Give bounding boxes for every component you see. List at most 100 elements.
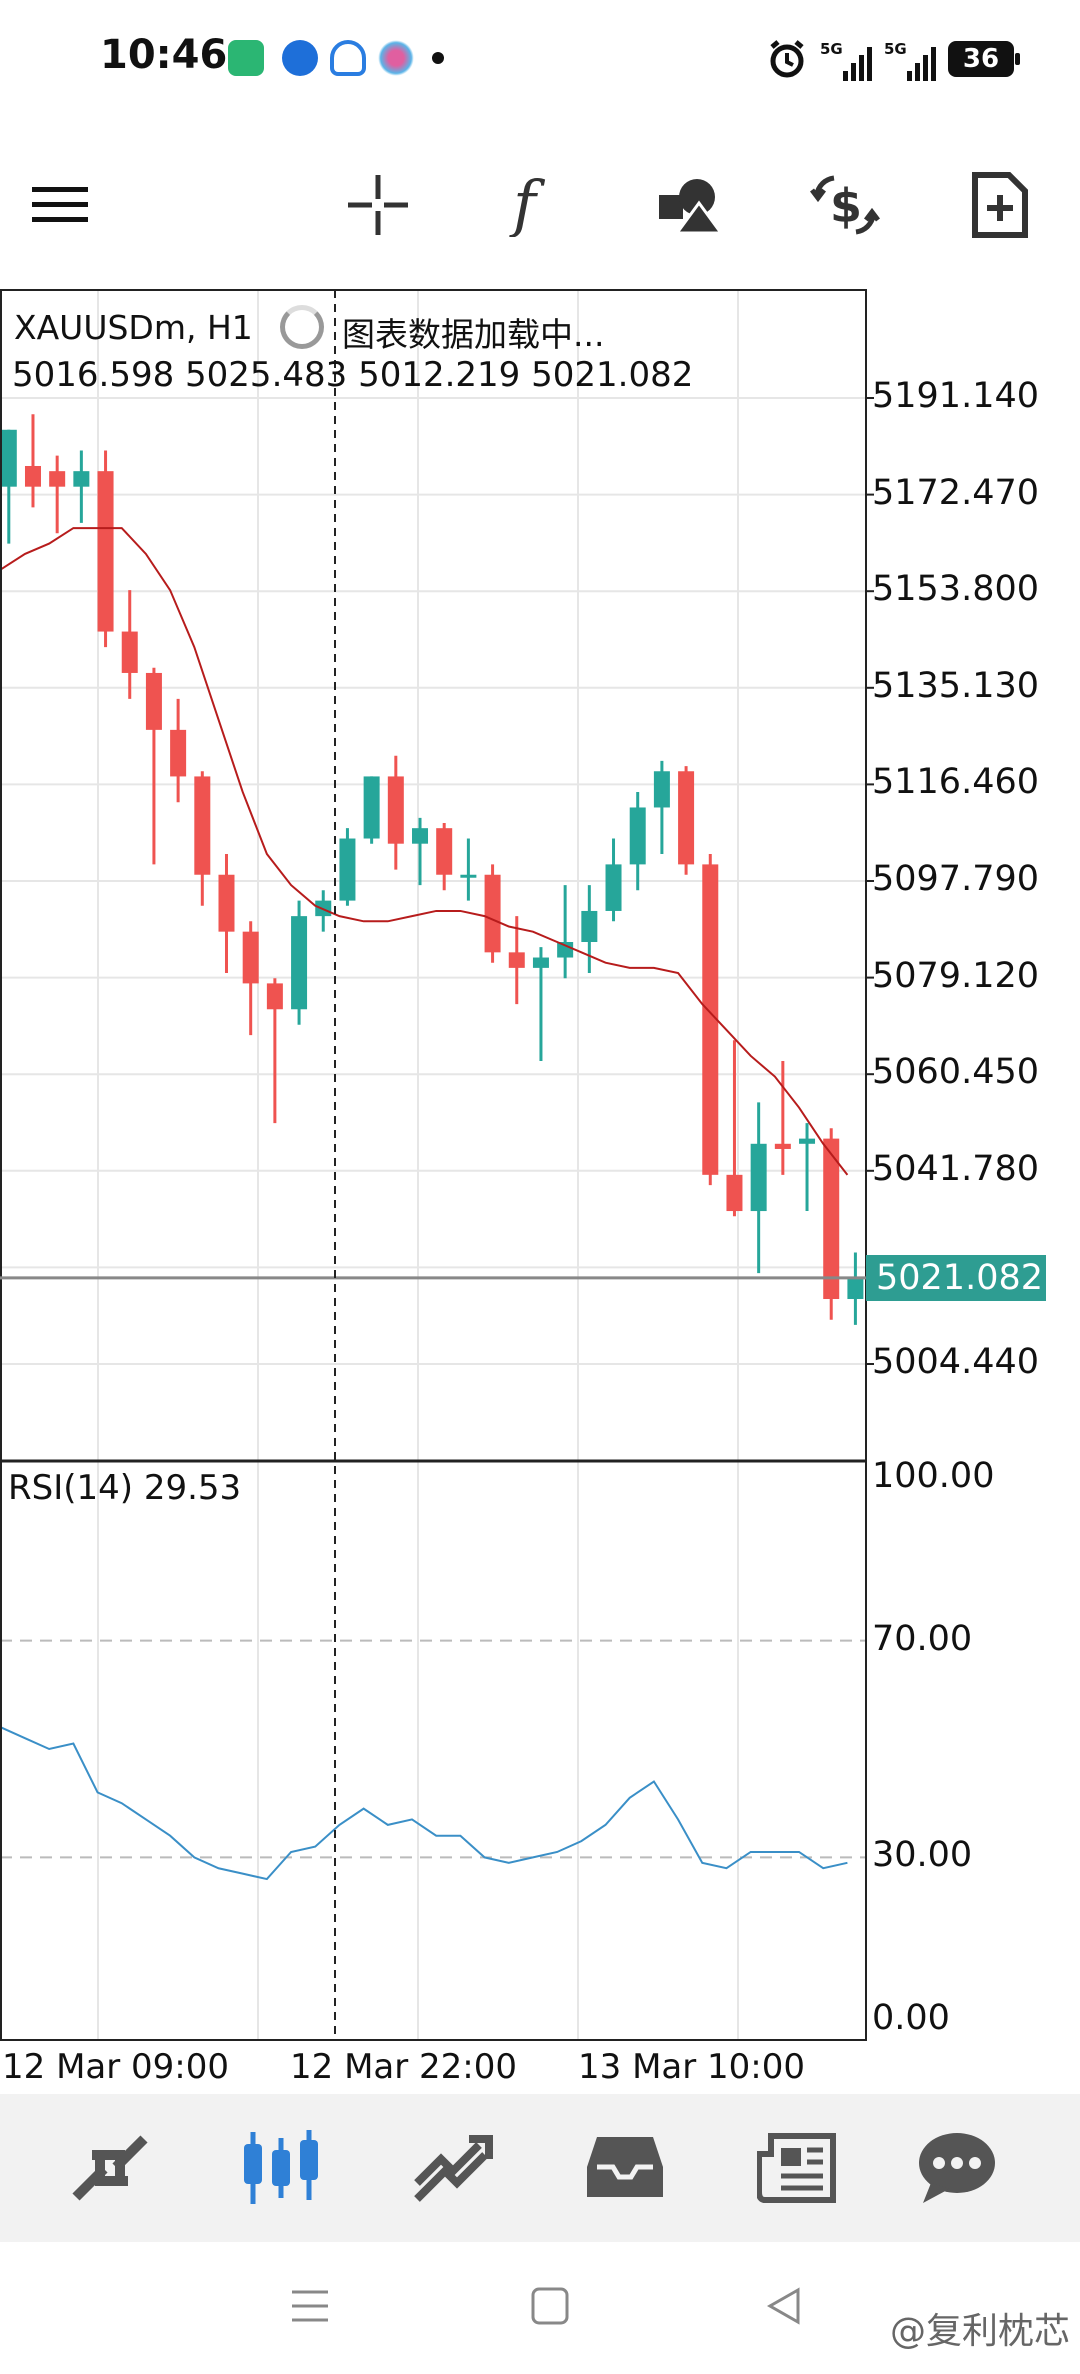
signal-icon: 5G bbox=[820, 37, 872, 81]
bull-candle bbox=[750, 1143, 767, 1212]
chart-canvas[interactable] bbox=[0, 285, 1080, 2050]
price-axis-label: 5116.460 bbox=[872, 762, 1040, 803]
bear-candle bbox=[823, 1138, 840, 1300]
bear-candle bbox=[97, 471, 114, 632]
bear-candle bbox=[726, 1174, 743, 1212]
rsi-line bbox=[0, 1726, 848, 1881]
back-button[interactable] bbox=[754, 2276, 814, 2336]
bull-candle bbox=[653, 771, 670, 808]
bull-candle bbox=[291, 916, 308, 1010]
status-right: 5G 5G 36 bbox=[766, 34, 1020, 84]
bear-candle bbox=[508, 952, 525, 968]
bear-candle bbox=[774, 1143, 791, 1149]
plot-border bbox=[0, 289, 867, 2041]
bull-candle bbox=[0, 429, 17, 487]
nav-trade[interactable] bbox=[408, 2128, 498, 2208]
app-icon-cloud bbox=[330, 40, 366, 76]
crosshair-button[interactable] bbox=[328, 150, 428, 260]
price-axis-label: 5041.780 bbox=[872, 1148, 1040, 1189]
loading-text: 图表数据加载中... bbox=[342, 315, 605, 354]
trade-button[interactable]: $ bbox=[795, 150, 895, 260]
bear-candle bbox=[218, 874, 235, 932]
ohlc-values: 5016.598 5025.483 5012.219 5021.082 bbox=[12, 355, 694, 395]
system-nav-bar: @复利枕芯 bbox=[0, 2242, 1080, 2374]
candles bbox=[0, 414, 864, 1325]
price-axis-label: 5135.130 bbox=[872, 665, 1040, 706]
menu-icon bbox=[32, 187, 88, 222]
nav-news[interactable] bbox=[752, 2128, 842, 2208]
home-button[interactable] bbox=[520, 2276, 580, 2336]
chart-symbol: XAUUSDm, H1 bbox=[14, 308, 253, 347]
bull-candle bbox=[557, 942, 574, 958]
bull-candle bbox=[629, 807, 646, 865]
function-icon: f bbox=[509, 173, 546, 237]
status-time: 10:46 bbox=[100, 32, 228, 78]
app-icon-green bbox=[228, 40, 264, 76]
notification-dot bbox=[432, 52, 444, 64]
status-bar: 10:46 5G 5G 36 bbox=[0, 0, 1080, 120]
price-axis-label: 5097.790 bbox=[872, 859, 1040, 899]
home-icon bbox=[531, 2287, 569, 2325]
price-axis-label: 5191.140 bbox=[872, 376, 1040, 416]
nav-messages[interactable] bbox=[912, 2128, 1002, 2208]
rsi-title: RSI(14) 29.53 bbox=[8, 1468, 242, 1508]
bear-candle bbox=[266, 983, 283, 1010]
new-order-button[interactable] bbox=[950, 150, 1050, 260]
quotes-icon bbox=[72, 2135, 148, 2201]
time-label: 13 Mar 10:00 bbox=[578, 2047, 806, 2087]
bull-candle bbox=[460, 874, 477, 878]
time-label: 12 Mar 09:00 bbox=[2, 2047, 230, 2087]
indicators-button[interactable]: f bbox=[482, 150, 582, 260]
bear-candle bbox=[194, 776, 211, 875]
chart-icon bbox=[244, 2130, 318, 2204]
nav-chart[interactable] bbox=[236, 2128, 326, 2208]
svg-text:$: $ bbox=[830, 179, 862, 233]
bottom-nav bbox=[0, 2094, 1080, 2242]
price-axis-label: 5060.450 bbox=[872, 1052, 1040, 1093]
nav-history[interactable] bbox=[580, 2128, 670, 2208]
watermark-text: @复利枕芯 bbox=[889, 2311, 1070, 2352]
bear-candle bbox=[49, 471, 66, 487]
bull-candle bbox=[339, 838, 356, 901]
objects-button[interactable] bbox=[640, 150, 740, 260]
menu-button[interactable] bbox=[10, 150, 110, 260]
svg-text:f: f bbox=[509, 173, 546, 237]
battery-icon: 36 bbox=[948, 41, 1020, 77]
messages-icon bbox=[919, 2133, 995, 2203]
trade-icon: $ bbox=[810, 175, 880, 235]
current-price-tag: 5021.082 bbox=[866, 1255, 1046, 1301]
bear-candle bbox=[170, 729, 187, 777]
chart-grid bbox=[0, 290, 866, 2040]
chart-frame bbox=[0, 289, 876, 2041]
bull-candle bbox=[363, 776, 380, 839]
price-axis-label: 5079.120 bbox=[872, 955, 1040, 996]
new-order-icon bbox=[972, 172, 1028, 238]
nav-quotes[interactable] bbox=[65, 2128, 155, 2208]
bull-candle bbox=[532, 957, 549, 968]
bear-candle bbox=[678, 771, 695, 865]
recent-apps-button[interactable] bbox=[280, 2276, 340, 2336]
price-axis-label: 5172.470 bbox=[872, 472, 1040, 513]
back-icon bbox=[766, 2287, 800, 2325]
bear-candle bbox=[387, 776, 404, 844]
objects-icon bbox=[659, 179, 723, 235]
app-icon-flower bbox=[378, 40, 414, 76]
time-label: 12 Mar 22:00 bbox=[290, 2047, 518, 2087]
trade-icon bbox=[414, 2135, 493, 2202]
alarm-icon bbox=[770, 40, 804, 78]
bear-candle bbox=[484, 874, 501, 953]
bear-candle bbox=[242, 931, 259, 984]
rsi-axis-label: 70.00 bbox=[872, 1618, 973, 1659]
bull-candle bbox=[605, 864, 622, 911]
bull-candle bbox=[73, 471, 90, 487]
rsi-axis-label: 100.00 bbox=[872, 1456, 995, 1496]
chart-toolbar: f $ bbox=[0, 150, 1080, 260]
bull-candle bbox=[799, 1138, 816, 1144]
signal-icon-2: 5G bbox=[884, 37, 936, 81]
price-axis-label: 5004.440 bbox=[872, 1342, 1040, 1382]
loading-spinner-icon bbox=[280, 305, 324, 349]
news-icon bbox=[757, 2133, 836, 2203]
history-icon bbox=[587, 2137, 663, 2197]
bear-candle bbox=[24, 465, 41, 487]
recent-apps-icon bbox=[292, 2290, 328, 2322]
